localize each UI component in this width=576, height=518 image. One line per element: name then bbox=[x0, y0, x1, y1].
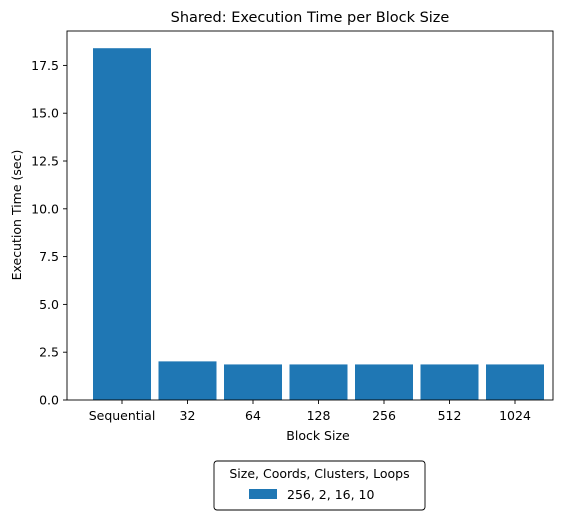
y-tick-label: 5.0 bbox=[39, 297, 59, 312]
y-tick-label: 7.5 bbox=[39, 249, 59, 264]
y-tick-label: 0.0 bbox=[39, 393, 59, 408]
x-tick-label: 512 bbox=[438, 408, 462, 423]
x-tick-label: 1024 bbox=[499, 408, 531, 423]
x-tick-label: 64 bbox=[245, 408, 261, 423]
x-axis-label: Block Size bbox=[286, 428, 350, 443]
bar-1024 bbox=[486, 364, 544, 400]
legend-title: Size, Coords, Clusters, Loops bbox=[229, 466, 409, 481]
y-tick-label: 15.0 bbox=[31, 106, 59, 121]
x-tick-label: 256 bbox=[372, 408, 396, 423]
bars bbox=[93, 48, 544, 401]
y-tick-label: 17.5 bbox=[31, 58, 59, 73]
y-tick-label: 10.0 bbox=[31, 201, 59, 216]
bar-64 bbox=[224, 364, 282, 400]
y-tick-label: 2.5 bbox=[39, 345, 59, 360]
bar-sequential bbox=[93, 48, 151, 401]
y-tick-label: 12.5 bbox=[31, 154, 59, 169]
bar-256 bbox=[355, 364, 413, 400]
x-axis-ticks: Sequential 32 64 128 256 512 1024 bbox=[89, 400, 531, 423]
legend: Size, Coords, Clusters, Loops 256, 2, 16… bbox=[213, 460, 426, 511]
bar-128 bbox=[289, 364, 348, 400]
legend-entry-label: 256, 2, 16, 10 bbox=[287, 487, 375, 502]
x-tick-label: 128 bbox=[307, 408, 331, 423]
y-axis-ticks: 0.0 2.5 5.0 7.5 10.0 12.5 15.0 17.5 bbox=[31, 58, 67, 408]
y-axis-label: Execution Time (sec) bbox=[9, 150, 24, 281]
chart-title: Shared: Execution Time per Block Size bbox=[171, 10, 450, 26]
x-tick-label: 32 bbox=[180, 408, 196, 423]
legend-swatch bbox=[249, 489, 277, 499]
bar-512 bbox=[420, 364, 479, 400]
x-tick-label: Sequential bbox=[89, 408, 156, 423]
bar-32 bbox=[158, 361, 217, 400]
plot-frame bbox=[66, 30, 554, 401]
